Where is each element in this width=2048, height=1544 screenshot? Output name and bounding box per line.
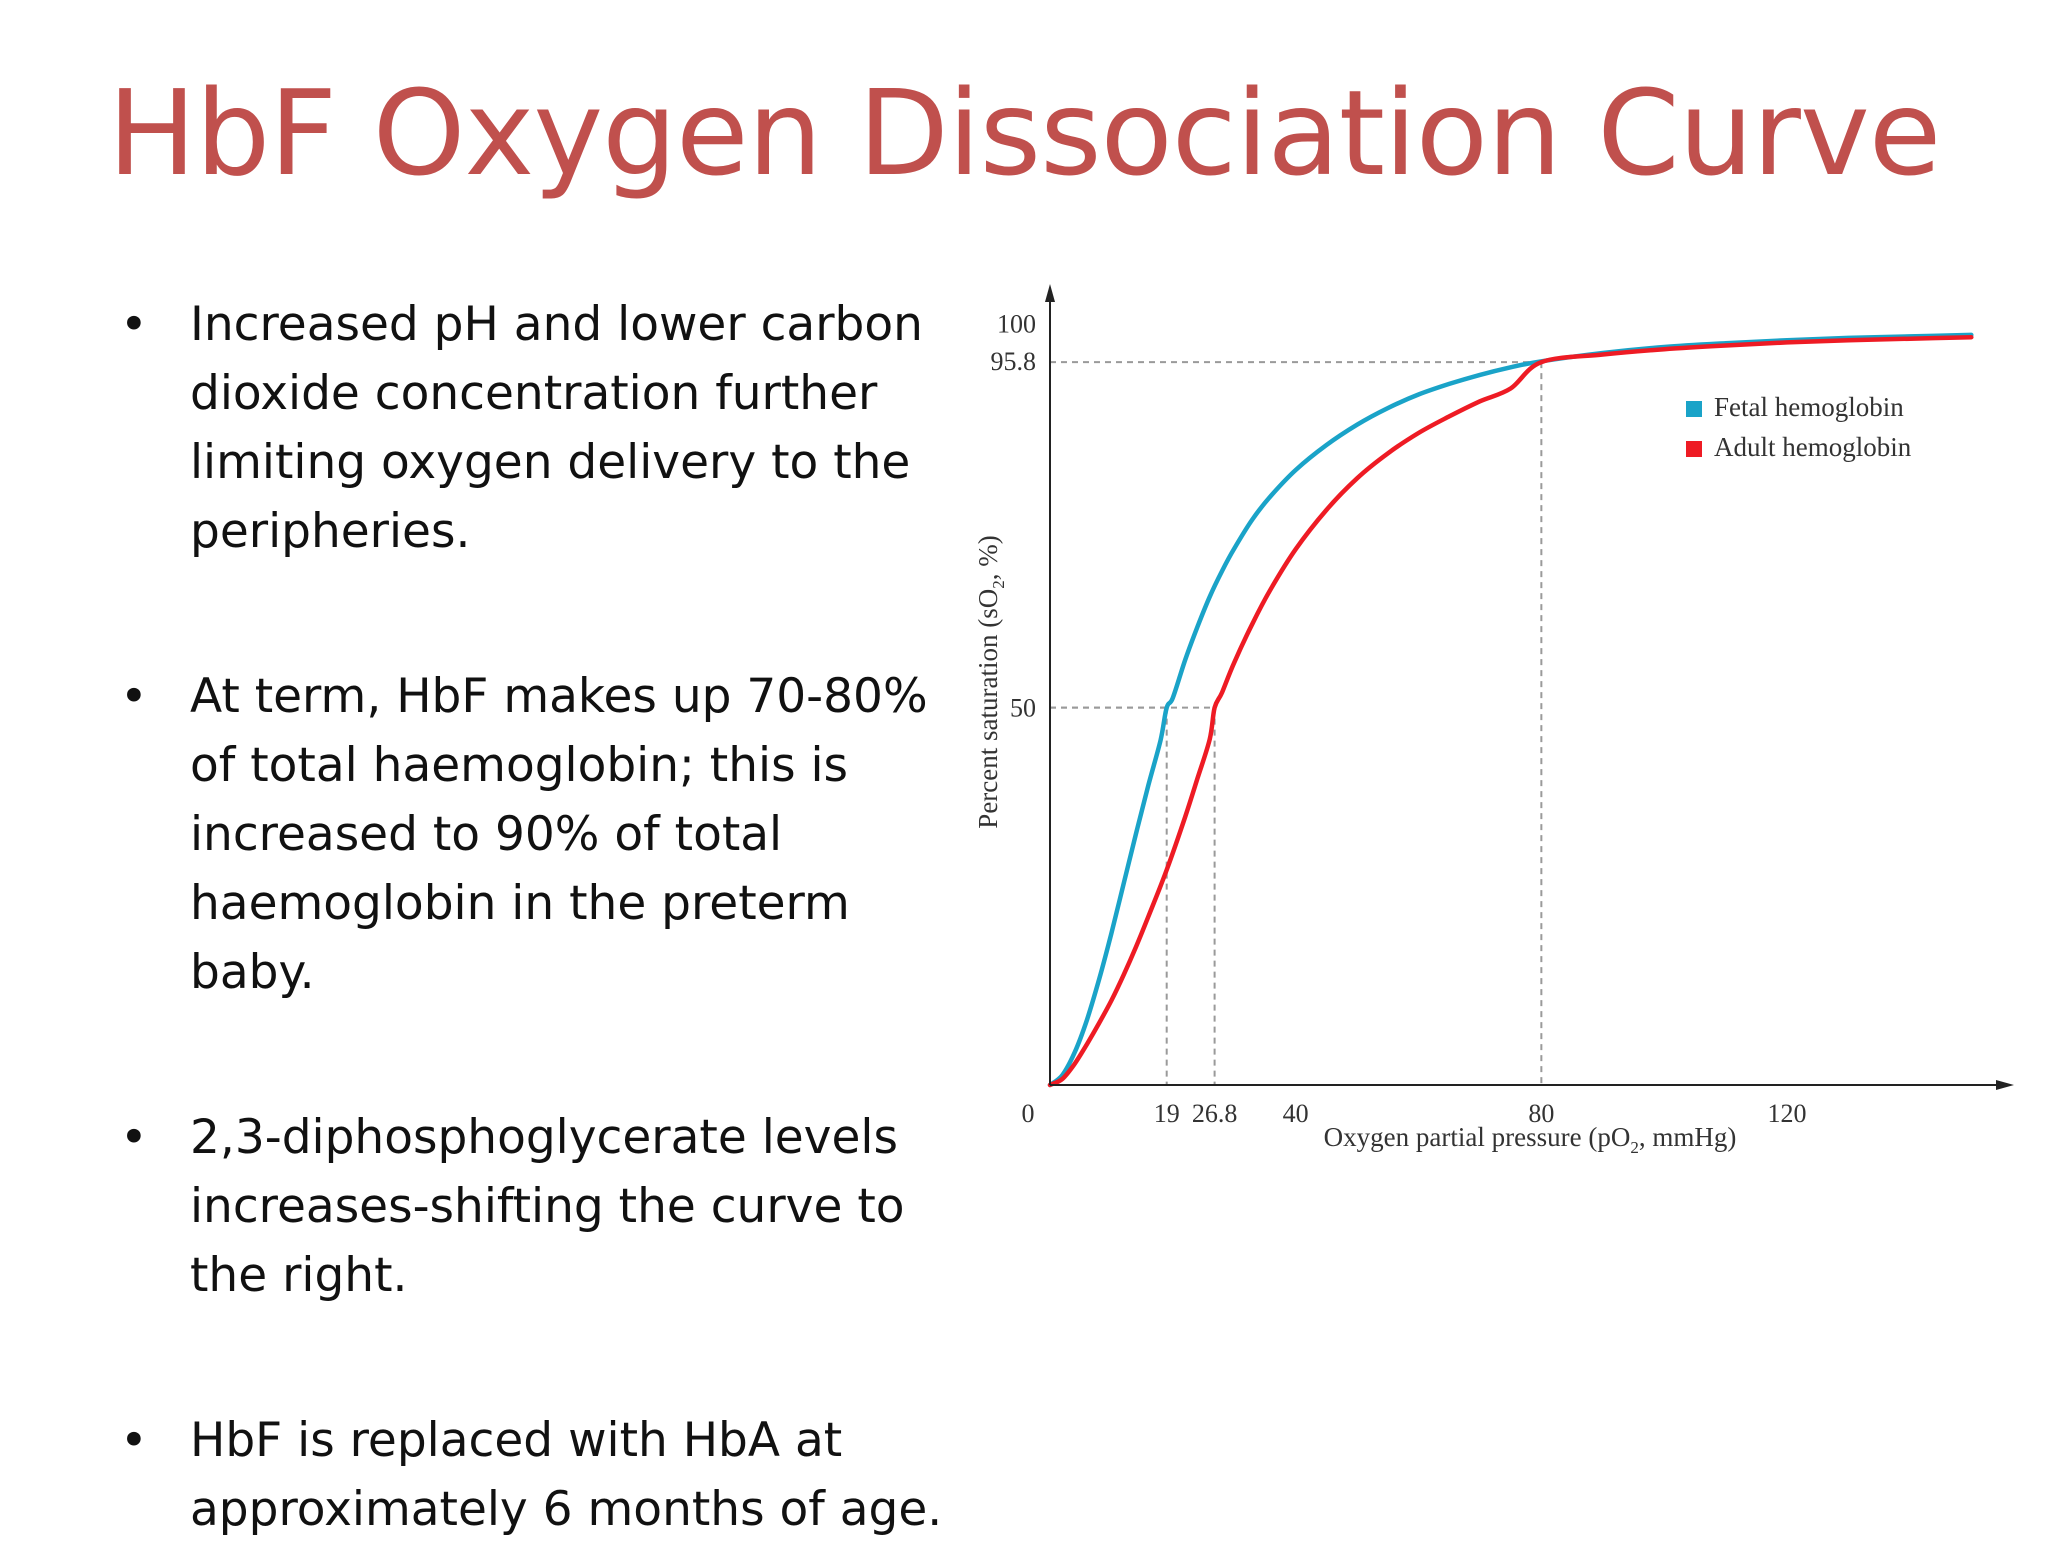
x-axis-label-end: , mmHg) — [1639, 1122, 1737, 1152]
x-axis-label-main: Oxygen partial pressure (pO — [1324, 1122, 1631, 1152]
legend-label-adult: Adult hemoglobin — [1714, 432, 1912, 462]
oxygen-dissociation-chart: 0 19 26.8 40 80 120 100 95.8 50 Oxygen partial … — [973, 284, 2014, 1157]
x-tick-label: 40 — [1283, 1099, 1309, 1128]
y-tick-label: 100 — [997, 309, 1036, 338]
x-axis-label-subscript: 2 — [1630, 1138, 1639, 1157]
x-tick-labels: 0 19 26.8 40 80 120 — [1022, 1099, 1807, 1128]
legend-label-fetal: Fetal hemoglobin — [1714, 392, 1904, 422]
x-axis-label: Oxygen partial pressure (pO2, mmHg) — [1324, 1122, 1737, 1157]
x-tick-label: 80 — [1528, 1099, 1554, 1128]
y-axis-label-end: , %) — [973, 535, 1003, 580]
y-axis-label-subscript: 2 — [989, 580, 1008, 589]
bullet-item-1: Increased pH and lower carbon dioxide co… — [120, 290, 950, 566]
bullet-item-4: HbF is replaced with HbA at approximatel… — [120, 1406, 950, 1544]
y-tick-label: 50 — [1010, 694, 1036, 723]
reference-lines — [1050, 361, 1543, 1085]
x-tick-label: 0 — [1022, 1099, 1035, 1128]
bullet-item-2: At term, HbF makes up 70-80% of total ha… — [120, 662, 950, 1007]
chart-legend: Fetal hemoglobin Adult hemoglobin — [1686, 392, 1912, 462]
slide-title: HbF Oxygen Dissociation Curve — [107, 64, 1942, 202]
bullet-item-3: 2,3-diphosphoglycerate levels increases-… — [120, 1103, 950, 1310]
y-tick-label: 95.8 — [991, 347, 1037, 376]
x-tick-label: 26.8 — [1192, 1099, 1238, 1128]
x-tick-label: 120 — [1768, 1099, 1807, 1128]
y-axis-label-main: Percent saturation (sO — [973, 589, 1003, 829]
series-line-adult — [1047, 334, 1974, 1088]
bullet-list: Increased pH and lower carbon dioxide co… — [120, 290, 950, 1544]
x-axis-arrow — [1996, 1080, 2014, 1090]
chart-container: 0 19 26.8 40 80 120 100 95.8 50 Oxygen partial … — [940, 270, 2020, 1190]
legend-swatch-fetal — [1686, 401, 1702, 417]
y-tick-labels: 100 95.8 50 — [991, 309, 1037, 722]
legend-swatch-adult — [1686, 441, 1702, 457]
series-layer — [1047, 332, 1974, 1088]
y-axis-arrow — [1045, 284, 1055, 302]
x-tick-label: 19 — [1154, 1099, 1180, 1128]
y-axis-label: Percent saturation (sO2, %) — [973, 535, 1008, 828]
